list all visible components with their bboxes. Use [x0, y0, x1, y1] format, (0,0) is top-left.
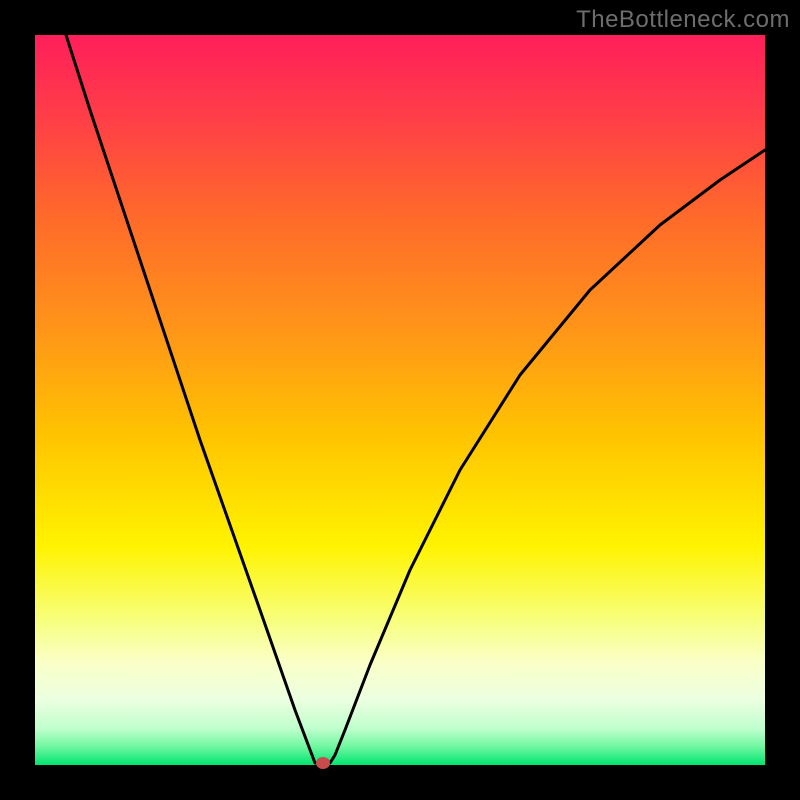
chart-svg [0, 0, 800, 800]
plot-background [35, 35, 765, 765]
watermark-text: TheBottleneck.com [576, 6, 790, 34]
chart-canvas: TheBottleneck.com [0, 0, 800, 800]
minimum-marker [316, 757, 330, 769]
